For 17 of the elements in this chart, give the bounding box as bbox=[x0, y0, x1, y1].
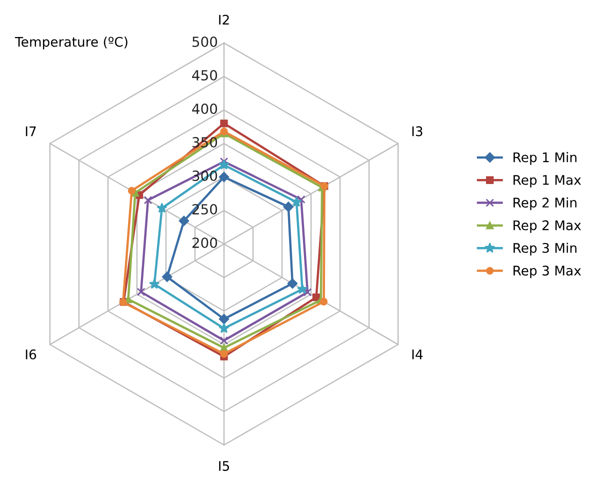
y-tick-label: 200 bbox=[192, 238, 218, 248]
y-tick-label: 400 bbox=[192, 104, 218, 114]
legend-label: Rep 3 Max bbox=[514, 266, 581, 278]
legend-label: Rep 1 Max bbox=[514, 175, 581, 188]
y-tick-label: 500 bbox=[192, 36, 218, 48]
spoke-label: I6 bbox=[26, 349, 36, 360]
legend-label: Rep 1 Min bbox=[514, 152, 576, 165]
spoke-label: I7 bbox=[26, 126, 36, 136]
spoke-label: I5 bbox=[219, 461, 229, 471]
y-tick-label: 450 bbox=[192, 70, 218, 81]
legend-label: Rep 2 Min bbox=[514, 197, 576, 210]
text: Temperature (ºC) bbox=[14, 36, 128, 50]
spoke-label: I4 bbox=[412, 350, 423, 360]
legend-label: Rep 2 Max bbox=[514, 220, 581, 233]
spoke-label: I2 bbox=[219, 14, 229, 25]
spoke-label: I3 bbox=[412, 126, 422, 136]
legend-label: Rep 3 Min bbox=[514, 242, 576, 256]
